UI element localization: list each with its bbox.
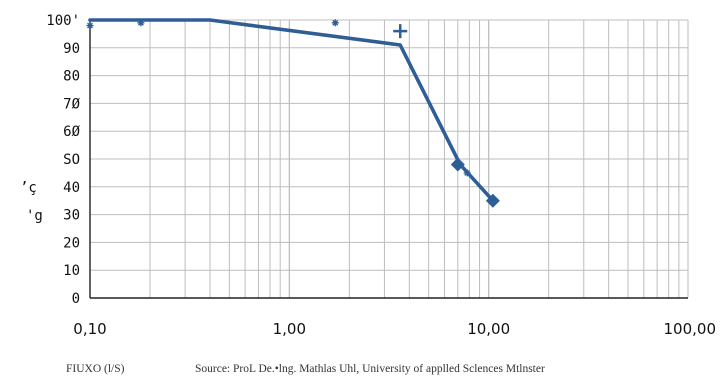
y-tick-label: 80 <box>63 69 80 85</box>
y-tick-label: 100' <box>46 13 80 29</box>
x-tick-labels: 0,10 1,00 10,00 100,00 <box>73 320 716 338</box>
data-point-diamond <box>450 157 465 172</box>
x-axis-label: FIUXO (l/S) <box>66 363 125 375</box>
data-point-diamond <box>485 193 500 208</box>
grid <box>89 19 689 299</box>
y-axis-label-line-1: ’ç <box>20 180 37 196</box>
series <box>86 18 500 208</box>
data-point-star <box>86 22 94 30</box>
y-tick-label: 0 <box>72 291 80 307</box>
data-point-star <box>463 169 471 177</box>
y-tick-label: 90 <box>63 41 80 57</box>
y-tick-labels: 0 10 20 30 40 SO 6Ø 7Ø 80 90 100' <box>46 13 80 307</box>
axes <box>89 20 688 299</box>
data-point-plus <box>393 24 408 39</box>
x-tick-label: 100,00 <box>664 320 717 338</box>
x-tick-label: 0,10 <box>73 320 106 338</box>
data-point-star <box>331 19 339 27</box>
y-tick-label: SO <box>63 152 80 168</box>
y-axis-label-line-2: 'g <box>26 208 43 224</box>
source-note: Source: ProL De.•lng. Mathlas Uhl, Unive… <box>195 363 545 375</box>
x-tick-label: 1,00 <box>273 320 306 338</box>
y-tick-label: 40 <box>63 180 80 196</box>
y-tick-label: 7Ø <box>63 96 80 112</box>
y-tick-label: 6Ø <box>63 124 80 140</box>
data-point-star <box>137 19 145 27</box>
y-tick-label: 20 <box>63 235 80 251</box>
x-tick-label: 10,00 <box>467 320 510 338</box>
y-tick-label: 30 <box>63 208 80 224</box>
series-line <box>88 18 495 203</box>
y-tick-label: 10 <box>63 263 80 279</box>
